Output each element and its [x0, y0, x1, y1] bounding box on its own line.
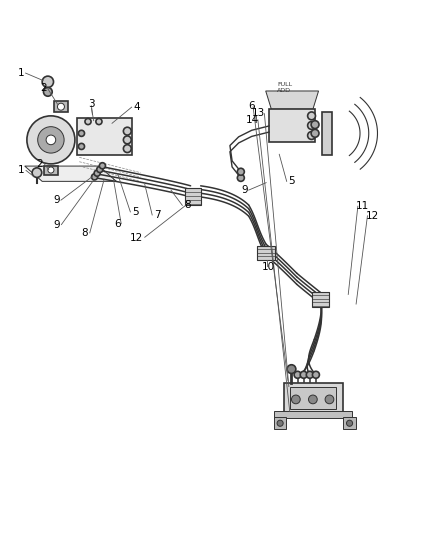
- Circle shape: [294, 372, 301, 378]
- Circle shape: [27, 116, 75, 164]
- Circle shape: [43, 87, 52, 96]
- Circle shape: [300, 372, 307, 378]
- Circle shape: [307, 132, 315, 140]
- Text: 9: 9: [53, 195, 60, 205]
- Circle shape: [78, 143, 85, 149]
- Text: 8: 8: [184, 200, 191, 211]
- Circle shape: [96, 118, 102, 125]
- Circle shape: [124, 127, 131, 135]
- Circle shape: [85, 118, 91, 125]
- Bar: [284, 383, 343, 413]
- Bar: [290, 386, 336, 409]
- Circle shape: [124, 144, 131, 152]
- Text: 1: 1: [18, 68, 25, 78]
- Bar: [311, 292, 329, 306]
- Bar: [54, 101, 68, 112]
- Circle shape: [48, 167, 54, 173]
- Text: 8: 8: [81, 228, 88, 238]
- Circle shape: [346, 420, 353, 426]
- Circle shape: [42, 76, 53, 87]
- Text: 9: 9: [53, 220, 60, 230]
- Text: 1: 1: [18, 165, 25, 175]
- Bar: [343, 417, 356, 430]
- Circle shape: [57, 103, 64, 110]
- Circle shape: [308, 395, 317, 404]
- Circle shape: [94, 170, 100, 176]
- Circle shape: [97, 166, 103, 173]
- Text: 4: 4: [134, 102, 140, 112]
- Circle shape: [32, 168, 42, 177]
- Circle shape: [99, 163, 106, 169]
- Circle shape: [291, 395, 300, 404]
- Bar: [258, 246, 275, 261]
- Bar: [77, 118, 132, 155]
- Bar: [185, 188, 201, 205]
- Text: 13: 13: [252, 108, 265, 118]
- Text: 6: 6: [114, 219, 120, 229]
- Circle shape: [46, 135, 56, 144]
- Text: 2: 2: [40, 83, 47, 93]
- Circle shape: [237, 174, 244, 181]
- Circle shape: [311, 120, 319, 128]
- Polygon shape: [266, 91, 318, 109]
- Circle shape: [277, 420, 283, 426]
- Bar: [274, 417, 286, 430]
- Circle shape: [325, 395, 334, 404]
- Circle shape: [306, 372, 313, 378]
- Polygon shape: [321, 111, 332, 155]
- Circle shape: [124, 136, 131, 144]
- Text: 11: 11: [356, 201, 369, 211]
- Text: 12: 12: [366, 211, 379, 221]
- Text: FULL: FULL: [277, 82, 292, 87]
- Text: 7: 7: [154, 210, 160, 220]
- Text: 2: 2: [37, 159, 43, 169]
- Circle shape: [92, 174, 98, 180]
- Text: 14: 14: [246, 115, 259, 125]
- Text: 12: 12: [129, 233, 143, 243]
- Bar: [44, 166, 58, 175]
- Text: 6: 6: [248, 101, 254, 111]
- Circle shape: [307, 122, 315, 130]
- Circle shape: [38, 127, 64, 153]
- Text: 3: 3: [88, 99, 95, 109]
- Text: ADD: ADD: [277, 88, 291, 93]
- Bar: [274, 411, 352, 418]
- Text: 9: 9: [241, 185, 247, 195]
- Circle shape: [312, 372, 319, 378]
- Text: 5: 5: [132, 207, 138, 217]
- Circle shape: [78, 130, 85, 136]
- Circle shape: [311, 130, 319, 138]
- Circle shape: [287, 365, 296, 374]
- Polygon shape: [25, 166, 117, 181]
- Circle shape: [237, 168, 244, 175]
- Text: 10: 10: [262, 262, 276, 272]
- Text: 5: 5: [288, 176, 294, 187]
- Bar: [269, 109, 315, 142]
- Circle shape: [307, 112, 315, 120]
